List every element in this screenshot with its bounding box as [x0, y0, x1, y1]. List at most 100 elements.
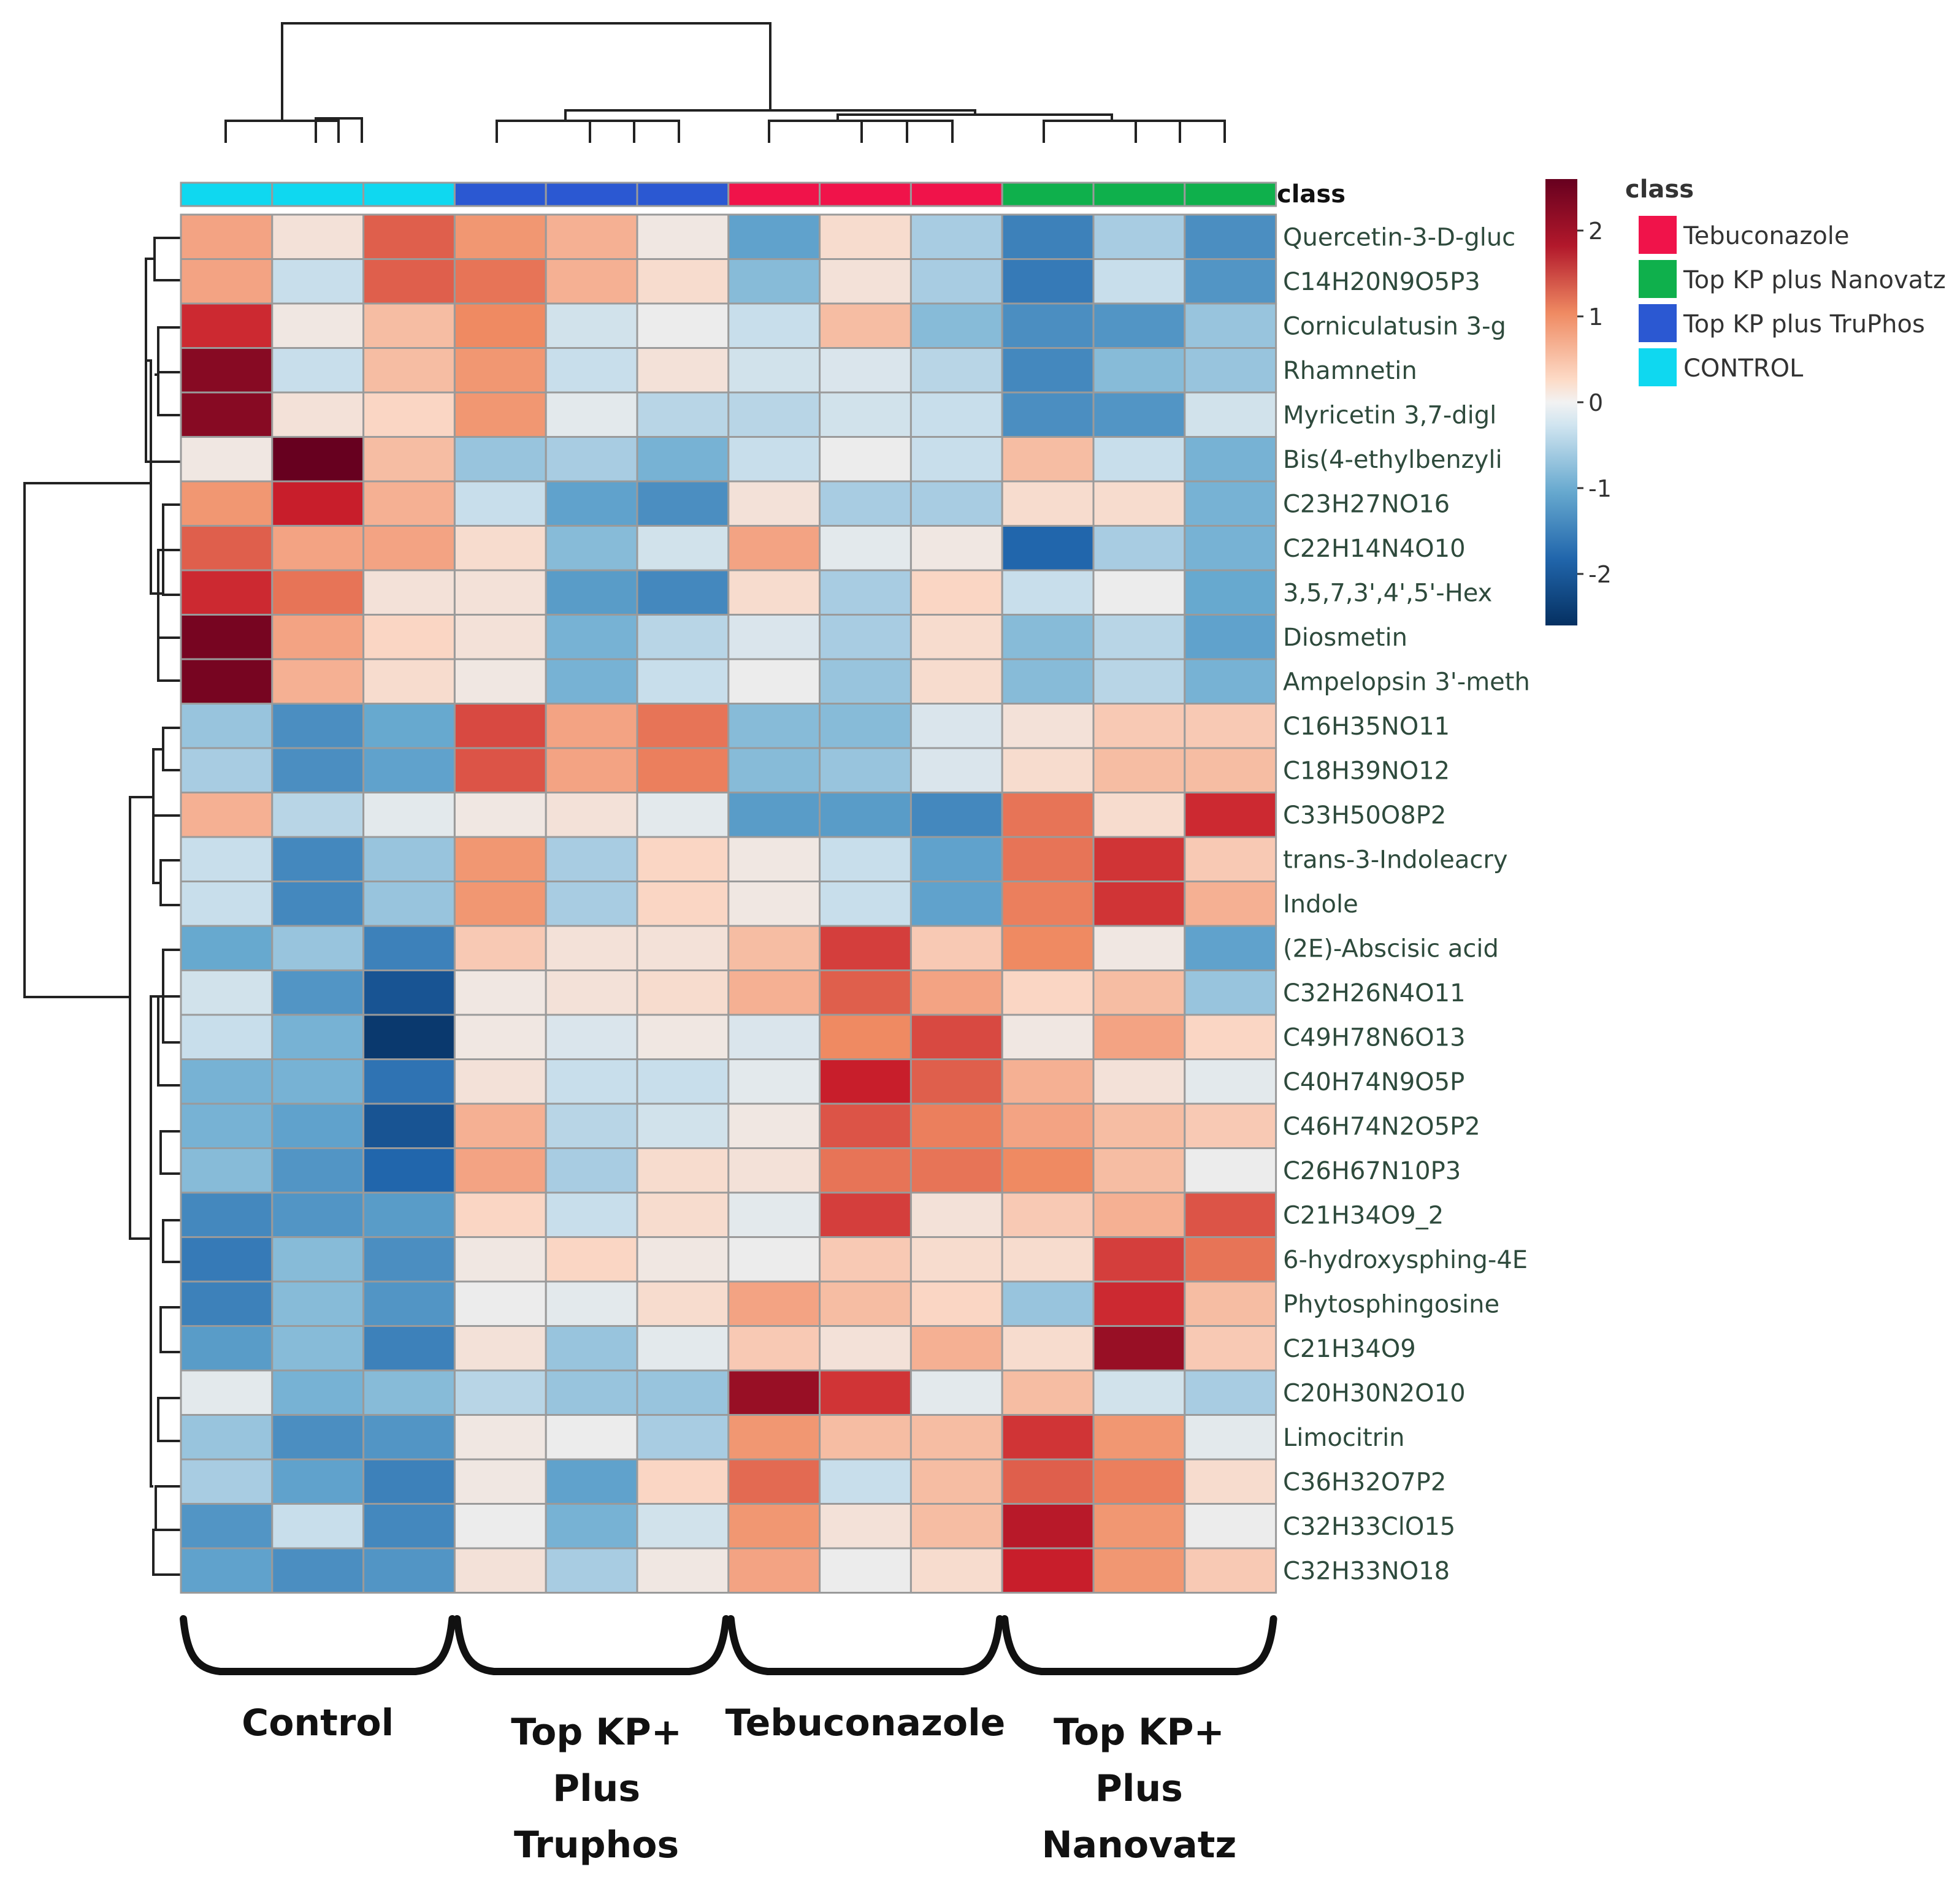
heatmap-cell [1092, 1058, 1186, 1105]
class-header: class [1277, 180, 1346, 208]
heatmap-cell [1184, 1369, 1277, 1416]
heatmap-cell [180, 436, 274, 483]
heatmap-cell [636, 614, 730, 660]
heatmap-cell [362, 436, 456, 483]
heatmap-cell [909, 525, 1003, 571]
heatmap-cell [453, 1547, 547, 1594]
heatmap-cell [453, 213, 547, 260]
heatmap-cell [1001, 480, 1095, 527]
heatmap-cell [362, 569, 456, 616]
heatmap-cell [545, 347, 638, 394]
heatmap-cell [1184, 1414, 1277, 1461]
colorbar-tick-label: 0 [1588, 389, 1603, 416]
row-label: C46H74N2O5P2 [1283, 1112, 1480, 1141]
heatmap-cell [727, 1191, 821, 1238]
heatmap-cell [1092, 302, 1186, 349]
heatmap-cell [545, 1147, 638, 1194]
heatmap-cell [271, 1503, 365, 1549]
heatmap-cell [727, 969, 821, 1016]
heatmap-cell [1184, 1058, 1277, 1105]
heatmap-cell [362, 480, 456, 527]
heatmap-cell [909, 302, 1003, 349]
heatmap-cell [636, 1325, 730, 1372]
heatmap-cell [727, 747, 821, 793]
heatmap-cell [453, 614, 547, 660]
heatmap-cell [819, 1369, 912, 1416]
heatmap-cell [819, 1058, 912, 1105]
heatmap-cell [453, 258, 547, 305]
class-cell [727, 182, 821, 207]
heatmap-cell [636, 1191, 730, 1238]
heatmap-cell [636, 792, 730, 838]
heatmap-cell [636, 1014, 730, 1060]
heatmap-cell [1092, 347, 1186, 394]
heatmap-cell [1001, 747, 1095, 793]
heatmap-cell [636, 391, 730, 438]
heatmap-cell [362, 302, 456, 349]
heatmap-cell [636, 747, 730, 793]
heatmap-cell [909, 347, 1003, 394]
heatmap-cell [727, 347, 821, 394]
row-label: C32H33ClO15 [1283, 1513, 1455, 1541]
heatmap-cell [453, 658, 547, 705]
heatmap-cell [362, 703, 456, 749]
heatmap-cell [727, 658, 821, 705]
heatmap-cell [1092, 881, 1186, 927]
colorbar-ticks: 2 1 0 -1 -2 [1577, 218, 1612, 588]
row-label: C49H78N6O13 [1283, 1023, 1466, 1052]
heatmap-cell [636, 213, 730, 260]
heatmap-cell [180, 836, 274, 882]
heatmap-cell [1184, 569, 1277, 616]
group-brace [453, 1615, 730, 1675]
heatmap-cell [545, 1014, 638, 1060]
heatmap-cell [545, 1236, 638, 1283]
heatmap-cell [545, 1280, 638, 1327]
heatmap-cell [180, 1280, 274, 1327]
heatmap-cell [180, 1236, 274, 1283]
heatmap-cell [727, 703, 821, 749]
heatmap-cell [727, 569, 821, 616]
heatmap-cell [362, 1280, 456, 1327]
class-cell [453, 182, 547, 207]
heatmap-cell [453, 302, 547, 349]
heatmap-cell [271, 480, 365, 527]
colorbar-tick-label: -2 [1588, 561, 1612, 588]
heatmap-cell [1001, 347, 1095, 394]
row-label: Ampelopsin 3'-meth [1283, 668, 1530, 696]
colorbar-tick-label: -1 [1588, 475, 1612, 502]
heatmap-cell [909, 836, 1003, 882]
heatmap-cell [819, 1191, 912, 1238]
heatmap-cell [819, 1414, 912, 1461]
heatmap-cell [453, 1503, 547, 1549]
heatmap-cell [453, 347, 547, 394]
heatmap-cell [819, 969, 912, 1016]
heatmap-cell [271, 213, 365, 260]
row-label: Myricetin 3,7-digl [1283, 401, 1496, 429]
heatmap-cell [1184, 836, 1277, 882]
heatmap-cell [180, 703, 274, 749]
heatmap-cell [727, 391, 821, 438]
heatmap-cell [636, 480, 730, 527]
heatmap-cell [909, 1325, 1003, 1372]
heatmap-cell [1092, 1503, 1186, 1549]
heatmap-cell [727, 302, 821, 349]
heatmap-cell [819, 1014, 912, 1060]
heatmap-cell [1092, 925, 1186, 971]
heatmap-cell [727, 525, 821, 571]
heatmap-cell [453, 1014, 547, 1060]
heatmap-cell [819, 1547, 912, 1594]
heatmap-cell [362, 1191, 456, 1238]
heatmap-cell [1001, 1547, 1095, 1594]
group-label-line: Tebuconazole [725, 1702, 1006, 1744]
heatmap-cell [545, 1058, 638, 1105]
heatmap-cell [271, 1458, 365, 1505]
class-cell [1092, 182, 1186, 207]
heatmap-cell [819, 1147, 912, 1194]
heatmap-cell [180, 792, 274, 838]
heatmap-cell [271, 525, 365, 571]
heatmap-cell [271, 614, 365, 660]
heatmap-cell [727, 1236, 821, 1283]
heatmap-cell [271, 969, 365, 1016]
heatmap-cell [545, 881, 638, 927]
heatmap-cell [271, 1191, 365, 1238]
